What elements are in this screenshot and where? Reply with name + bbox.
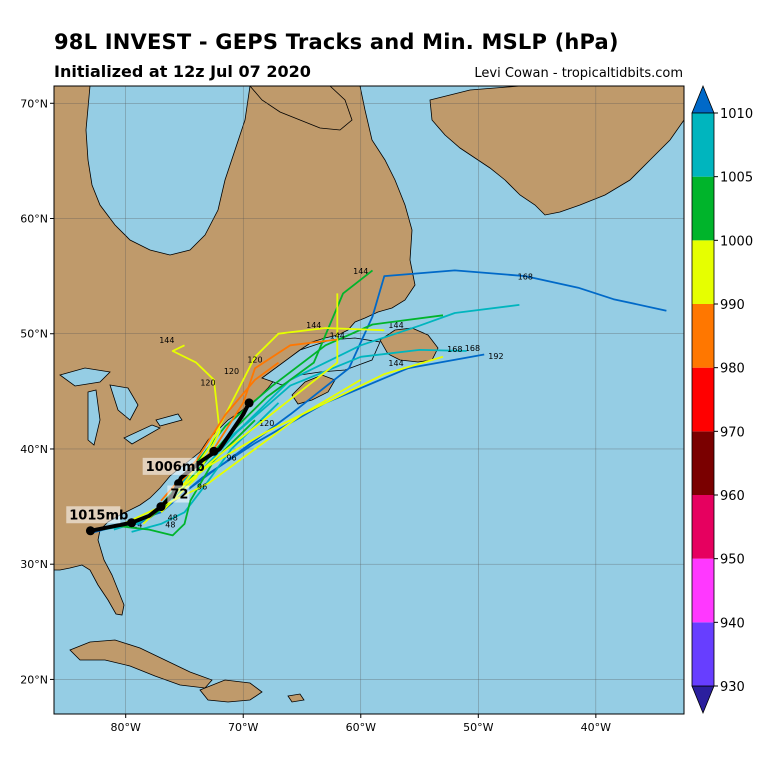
colorbar-bin-950 (692, 495, 714, 559)
colorbar-bin-1000 (692, 176, 714, 241)
author-credit: Levi Cowan - tropicaltidbits.com (474, 66, 683, 81)
ensemble-track-9 (160, 344, 221, 513)
track-11-hour-label-0: 96 (226, 453, 236, 462)
track-12-hour-label-0: 96 (197, 482, 207, 491)
greenland-land (429, 86, 684, 216)
lat-tick-label-1: 30°N (20, 558, 48, 571)
mean-track-label-1: 1006mb (146, 460, 205, 475)
puerto-rico-land (287, 693, 305, 703)
track-3-hour-label-1: 192 (488, 352, 503, 361)
track-6-hour-label-0: 144 (353, 267, 368, 276)
colorbar-label-990: 990 (720, 298, 745, 313)
colorbar-label-930: 930 (720, 680, 745, 695)
init-time-subtitle: Initialized at 12z Jul 07 2020 (54, 62, 311, 81)
chart-title: 98L INVEST - GEPS Tracks and Min. MSLP (… (54, 30, 619, 54)
lake-huron-water (109, 384, 139, 421)
colorbar-bin-1005 (692, 113, 714, 177)
mean-track-dot-5 (244, 398, 254, 408)
cuba-land (69, 639, 213, 689)
colorbar-bin-940 (692, 558, 714, 623)
colorbar-high-extend (691, 84, 715, 114)
colorbar-label-1000: 1000 (720, 234, 753, 249)
track-13-hour-label-1: 144 (330, 331, 345, 340)
colorbar-bin-930 (692, 622, 714, 686)
colorbar-low-extend (691, 685, 715, 715)
lat-tick-label-5: 70°N (20, 97, 48, 110)
lon-tick-label-2: 60°W (346, 721, 376, 734)
colorbar-bin-990 (692, 240, 714, 304)
axis-ticks: 20°N 30°N 40°N 50°N 60°N 70°N 80°W 70°W 60°W 50°W… (20, 97, 611, 734)
map-frame (53, 85, 685, 715)
ensemble-track-8 (148, 327, 385, 519)
lon-tick-label-1: 70°W (228, 721, 258, 734)
ensemble-track-10 (172, 355, 444, 496)
lake-michigan-water (87, 389, 101, 446)
hispaniola-land (199, 679, 263, 703)
hudson-bay-water (85, 86, 251, 256)
colorbar-bin-960 (692, 431, 714, 495)
lake-erie-water (123, 424, 161, 445)
colorbar-label-940: 940 (720, 616, 745, 631)
mean-track-dot-0 (85, 526, 95, 536)
track-8-hour-label-0: 144 (306, 321, 321, 330)
nova-scotia-land (291, 374, 336, 405)
mean-track-dot-4 (209, 446, 219, 456)
track-9-hour-label-1: 120 (200, 379, 215, 388)
lake-ontario-water (155, 413, 183, 427)
lon-tick-label-3: 50°W (463, 721, 493, 734)
colorbar-label-950: 950 (720, 553, 745, 568)
track-4-hour-label-0: 48 (168, 513, 178, 522)
mean-label-box-1 (142, 457, 197, 475)
lon-tick-label-4: 40°W (581, 721, 611, 734)
ensemble-track-1 (136, 269, 667, 526)
mean-track: 1015mb 1006mb 72 (66, 398, 254, 536)
track-9-hour-label-0: 144 (159, 336, 174, 345)
colorbar-frame (691, 112, 715, 687)
pressure-colorbar: 930 940 950 960 970 980 990 1000 1005 1010 (691, 84, 753, 715)
mean-track-label-2: 72 (170, 488, 188, 503)
track-2-hour-label-0: 144 (388, 321, 403, 330)
track-1-hour-label-0: 168 (518, 273, 533, 282)
mean-track-dot-2 (156, 502, 166, 512)
colorbar-label-1010: 1010 (720, 107, 753, 122)
colorbar-label-1005: 1005 (720, 171, 753, 186)
mean-label-box-0 (66, 506, 121, 524)
gridlines (54, 86, 684, 714)
lake-superior-water (59, 367, 111, 387)
colorbar-label-980: 980 (720, 362, 745, 377)
colorbar-label-960: 960 (720, 489, 745, 504)
mean-label-box-2 (167, 485, 190, 503)
track-3-hour-label-0: 168 (447, 345, 462, 354)
track-10-hour-label-1: 144 (388, 359, 403, 368)
lat-tick-label-2: 40°N (20, 443, 48, 456)
lat-tick-label-0: 20°N (20, 673, 48, 686)
colorbar-bin-970 (692, 367, 714, 432)
track-13-hour-label-0: 120 (247, 356, 262, 365)
baffin-island-land (249, 86, 353, 131)
track-0-hour-label-1: 168 (465, 344, 480, 353)
track-7-hour-label-0: 48 (165, 520, 175, 529)
track-14-hour-label-0: 120 (224, 367, 239, 376)
colorbar-bin-980 (692, 304, 714, 368)
lon-tick-label-0: 80°W (111, 721, 141, 734)
ensemble-track-4 (131, 402, 280, 533)
mean-track-dot-1 (127, 518, 137, 528)
track-10-hour-label-0: 120 (259, 419, 274, 428)
colorbar-label-970: 970 (720, 425, 745, 440)
mean-track-label-0: 1015mb (69, 508, 128, 523)
lat-tick-label-4: 60°N (20, 213, 48, 226)
lat-tick-label-3: 50°N (20, 328, 48, 341)
